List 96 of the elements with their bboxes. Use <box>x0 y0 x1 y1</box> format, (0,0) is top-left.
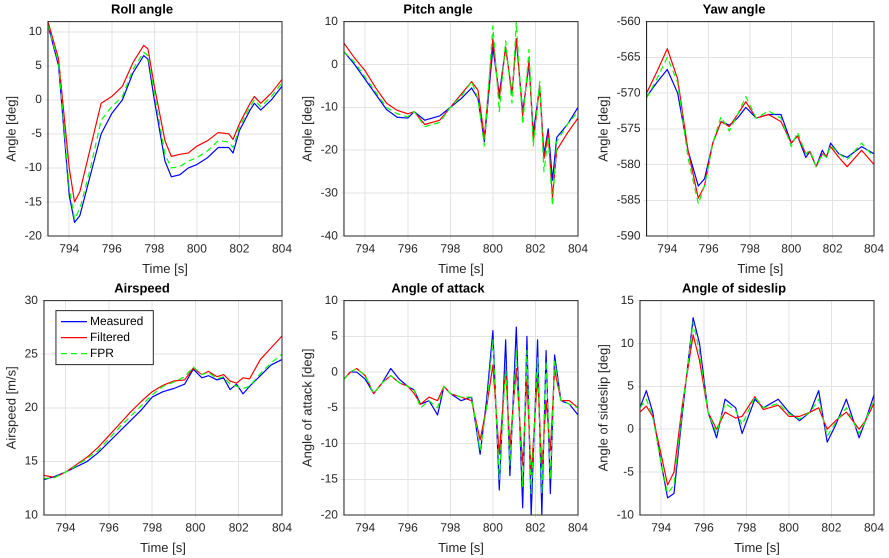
y-axis-title: Airspeed [m/s] <box>3 366 18 450</box>
y-tick-label: 5 <box>627 378 634 393</box>
y-tick-label: -20 <box>24 228 42 242</box>
y-tick-label: -10 <box>616 507 634 522</box>
x-axis-title: Time [s] <box>142 260 188 276</box>
y-tick-label: -10 <box>320 436 338 450</box>
x-tick-label: 802 <box>821 520 842 535</box>
y-tick-label: -15 <box>24 194 42 208</box>
x-axis-title: Time [s] <box>140 540 186 555</box>
legend-label: Measured <box>90 314 144 328</box>
y-tick-label: -10 <box>320 100 338 114</box>
chart-title: Roll angle <box>110 1 174 16</box>
x-tick-label: 794 <box>355 242 376 256</box>
x-tick-label: 798 <box>440 520 461 535</box>
x-tick-label: 804 <box>864 242 884 256</box>
x-axis-title: Time [s] <box>734 540 780 555</box>
y-tick-label: 5 <box>331 328 338 343</box>
y-tick-label: -590 <box>616 228 641 242</box>
x-tick-label: 796 <box>398 520 418 535</box>
y-axis-title: Angle of sideslip [deg] <box>595 344 610 472</box>
y-tick-label: -20 <box>320 142 338 157</box>
x-tick-label: 804 <box>272 242 292 256</box>
x-tick-label: 796 <box>98 520 120 535</box>
legend-label: Filtered <box>90 330 130 344</box>
chart-title: Airspeed <box>114 280 170 296</box>
y-tick-label: 20 <box>24 400 38 414</box>
y-tick-label: 25 <box>24 346 38 361</box>
x-tick-label: 794 <box>657 242 678 256</box>
x-tick-label: 796 <box>398 242 418 256</box>
y-tick-label: 0 <box>627 422 634 436</box>
x-tick-label: 796 <box>698 242 719 256</box>
y-tick-label: -5 <box>31 126 42 140</box>
y-tick-label: 0 <box>331 56 338 71</box>
line-series <box>344 339 578 494</box>
x-axis-title: Time [s] <box>737 260 784 276</box>
x-tick-label: 794 <box>355 520 376 535</box>
y-tick-label: -30 <box>320 185 338 200</box>
x-tick-label: 802 <box>229 242 250 256</box>
x-tick-label: 798 <box>144 242 165 256</box>
x-tick-label: 804 <box>568 242 588 256</box>
y-tick-label: 10 <box>24 507 38 522</box>
y-tick-label: -570 <box>616 85 641 100</box>
x-tick-label: 802 <box>525 520 546 535</box>
y-tick-label: -580 <box>616 156 641 171</box>
x-tick-label: 794 <box>56 520 76 535</box>
y-tick-label: -565 <box>616 50 641 64</box>
y-tick-label: 10 <box>324 292 338 307</box>
x-tick-label: 804 <box>864 520 884 535</box>
x-tick-label: 800 <box>778 520 800 535</box>
x-axis-title: Time [s] <box>438 260 484 276</box>
x-tick-label: 800 <box>186 242 208 256</box>
x-tick-label: 794 <box>651 520 672 535</box>
x-tick-label: 804 <box>568 520 588 535</box>
y-tick-label: -40 <box>320 228 338 242</box>
x-tick-label: 800 <box>482 520 504 535</box>
y-tick-label: -10 <box>24 160 42 174</box>
legend-label: FPR <box>90 346 114 360</box>
y-tick-label: -575 <box>616 121 641 136</box>
y-tick-label: 0 <box>35 92 42 106</box>
x-tick-label: 804 <box>272 520 292 535</box>
x-tick-label: 796 <box>694 520 714 535</box>
y-tick-label: 10 <box>324 14 338 28</box>
y-tick-label: -5 <box>327 400 338 414</box>
y-axis-title: Angle [deg] <box>3 96 18 162</box>
chart-title: Angle of attack <box>391 280 486 296</box>
x-tick-label: 794 <box>59 242 80 256</box>
x-tick-label: 800 <box>482 242 504 256</box>
x-tick-label: 802 <box>228 520 250 535</box>
y-axis-title: Angle [deg] <box>595 96 610 162</box>
y-tick-label: -20 <box>320 507 338 522</box>
y-tick-label: 15 <box>620 292 634 307</box>
x-tick-label: 798 <box>440 242 461 256</box>
x-tick-label: 800 <box>185 520 206 535</box>
y-tick-label: 15 <box>24 454 38 468</box>
x-tick-label: 798 <box>142 520 162 535</box>
x-tick-label: 800 <box>781 242 802 256</box>
x-tick-label: 802 <box>525 242 546 256</box>
y-axis-title: Angle [deg] <box>299 96 314 162</box>
chart-title: Yaw angle <box>702 1 766 16</box>
y-tick-label: -15 <box>320 472 338 486</box>
x-tick-label: 802 <box>822 242 843 256</box>
y-tick-label: 10 <box>28 24 42 38</box>
x-axis-title: Time [s] <box>438 540 484 555</box>
x-tick-label: 796 <box>102 242 122 256</box>
y-tick-label: 5 <box>35 58 42 72</box>
y-tick-label: -585 <box>616 192 641 207</box>
y-tick-label: -560 <box>616 14 641 28</box>
y-tick-label: -5 <box>623 464 634 478</box>
y-tick-label: 0 <box>331 364 338 378</box>
y-axis-title: Angle of attack [deg] <box>299 348 314 468</box>
y-tick-label: 30 <box>24 292 38 307</box>
chart-title: Pitch angle <box>403 1 473 16</box>
x-tick-label: 798 <box>736 520 757 535</box>
chart-title: Angle of sideslip <box>682 280 786 296</box>
y-tick-label: 10 <box>620 336 634 350</box>
x-tick-label: 798 <box>740 242 760 256</box>
